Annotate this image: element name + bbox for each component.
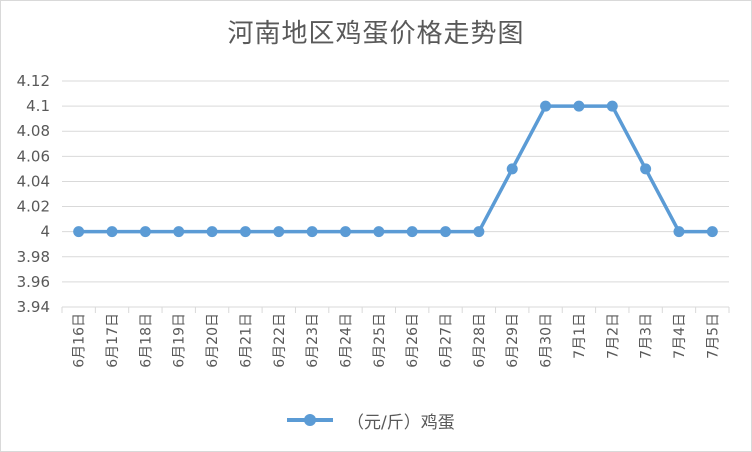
x-tick-label: 6月29日 bbox=[505, 313, 521, 368]
series-line bbox=[78, 104, 713, 234]
legend-label: （元/斤）鸡蛋 bbox=[347, 412, 455, 433]
x-tick-label: 6月21日 bbox=[238, 313, 254, 368]
data-point bbox=[73, 226, 85, 238]
data-point bbox=[540, 100, 552, 112]
x-tick-label: 6月24日 bbox=[338, 313, 354, 368]
x-tick-label: 7月2日 bbox=[605, 313, 621, 359]
y-tick-label: 3.98 bbox=[17, 248, 50, 266]
data-point bbox=[573, 100, 585, 112]
data-point bbox=[173, 226, 185, 238]
data-point bbox=[106, 226, 118, 238]
y-tick-label: 4.02 bbox=[17, 198, 50, 216]
x-tick-label: 6月25日 bbox=[372, 313, 388, 368]
data-point bbox=[206, 226, 218, 238]
x-tick-label: 7月5日 bbox=[705, 313, 721, 359]
x-tick-label: 7月3日 bbox=[639, 313, 655, 359]
data-point bbox=[440, 226, 452, 238]
x-tick-label: 6月17日 bbox=[105, 313, 121, 368]
data-point bbox=[273, 226, 285, 238]
x-tick-label: 6月20日 bbox=[205, 313, 221, 368]
y-tick-label: 4.08 bbox=[17, 122, 50, 140]
data-point bbox=[673, 226, 685, 238]
data-point bbox=[373, 226, 385, 238]
y-tick-label: 4 bbox=[40, 223, 50, 241]
x-tick-label: 7月4日 bbox=[672, 313, 688, 359]
y-tick-label: 4.06 bbox=[17, 147, 50, 165]
data-point bbox=[706, 226, 718, 238]
x-tick-label: 6月18日 bbox=[138, 313, 154, 368]
y-tick-label: 4.1 bbox=[26, 97, 50, 115]
x-tick-label: 6月22日 bbox=[272, 313, 288, 368]
x-tick-label: 6月26日 bbox=[405, 313, 421, 368]
data-point bbox=[406, 226, 418, 238]
x-tick-label: 7月1日 bbox=[572, 313, 588, 359]
data-point bbox=[339, 226, 351, 238]
data-point bbox=[606, 100, 618, 112]
x-tick-label: 6月28日 bbox=[472, 313, 488, 368]
x-tick-label: 6月27日 bbox=[439, 313, 455, 368]
data-point bbox=[640, 163, 652, 175]
chart-title: 河南地区鸡蛋价格走势图 bbox=[227, 19, 525, 49]
x-tick-label: 6月30日 bbox=[539, 313, 555, 368]
data-point bbox=[473, 226, 485, 238]
y-tick-label: 4.12 bbox=[17, 72, 50, 90]
legend-marker bbox=[287, 414, 333, 426]
legend: （元/斤）鸡蛋 bbox=[287, 407, 455, 433]
data-point bbox=[139, 226, 151, 238]
data-point bbox=[239, 226, 251, 238]
x-tick-label: 6月19日 bbox=[172, 313, 188, 368]
y-tick-label: 4.04 bbox=[17, 172, 50, 190]
data-point bbox=[306, 226, 318, 238]
y-tick-label: 3.94 bbox=[17, 298, 50, 316]
y-tick-label: 3.96 bbox=[17, 273, 50, 291]
x-tick-label: 6月16日 bbox=[72, 313, 88, 368]
data-point bbox=[506, 163, 518, 175]
x-tick-label: 6月23日 bbox=[305, 313, 321, 368]
